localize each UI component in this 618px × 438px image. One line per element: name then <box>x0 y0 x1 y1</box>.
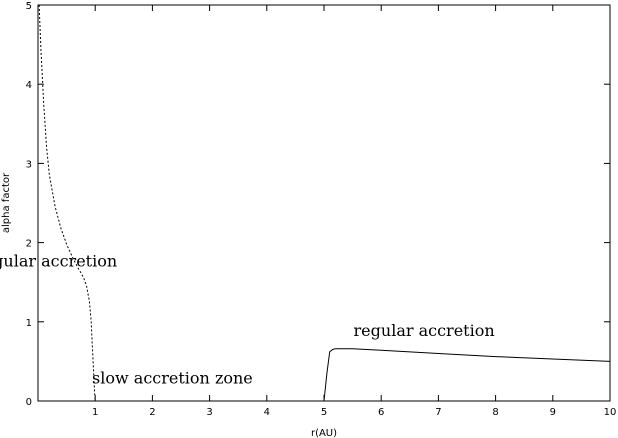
dashed-series-line <box>38 4 96 402</box>
x-tick-label: 2 <box>149 407 155 418</box>
x-tick-label: 7 <box>435 407 441 418</box>
x-tick-label: 4 <box>264 407 270 418</box>
y-tick-label: 1 <box>26 318 32 329</box>
y-tick-label: 2 <box>26 239 32 250</box>
annotation-label: regular accretion <box>354 321 495 340</box>
y-tick-label: 3 <box>26 159 32 170</box>
solid-series-line <box>323 348 611 402</box>
x-axis-label: r(AU) <box>311 428 337 438</box>
axis-ticks: 1 2 3 4 5 6 7 8 9 10 0 1 2 3 4 5 <box>26 1 617 418</box>
x-tick-label: 5 <box>321 407 327 418</box>
x-tick-label: 1 <box>92 407 98 418</box>
x-tick-label: 9 <box>550 407 556 418</box>
annotation-label: slow accretion zone <box>92 369 253 388</box>
x-tick-label: 8 <box>492 407 498 418</box>
plot-frame <box>37 4 611 402</box>
y-axis-label: alpha factor <box>1 172 12 233</box>
y-tick-label: 4 <box>26 80 32 91</box>
data-series <box>38 4 611 402</box>
y-tick-label: 0 <box>26 397 32 408</box>
x-tick-label: 3 <box>206 407 212 418</box>
x-tick-label: 6 <box>378 407 384 418</box>
x-tick-label: 10 <box>604 407 617 418</box>
y-tick-label: 5 <box>26 1 32 12</box>
annotation-label: regular accretion <box>0 251 117 270</box>
chart-annotations: regular accretion regular accretion slow a… <box>0 251 495 387</box>
